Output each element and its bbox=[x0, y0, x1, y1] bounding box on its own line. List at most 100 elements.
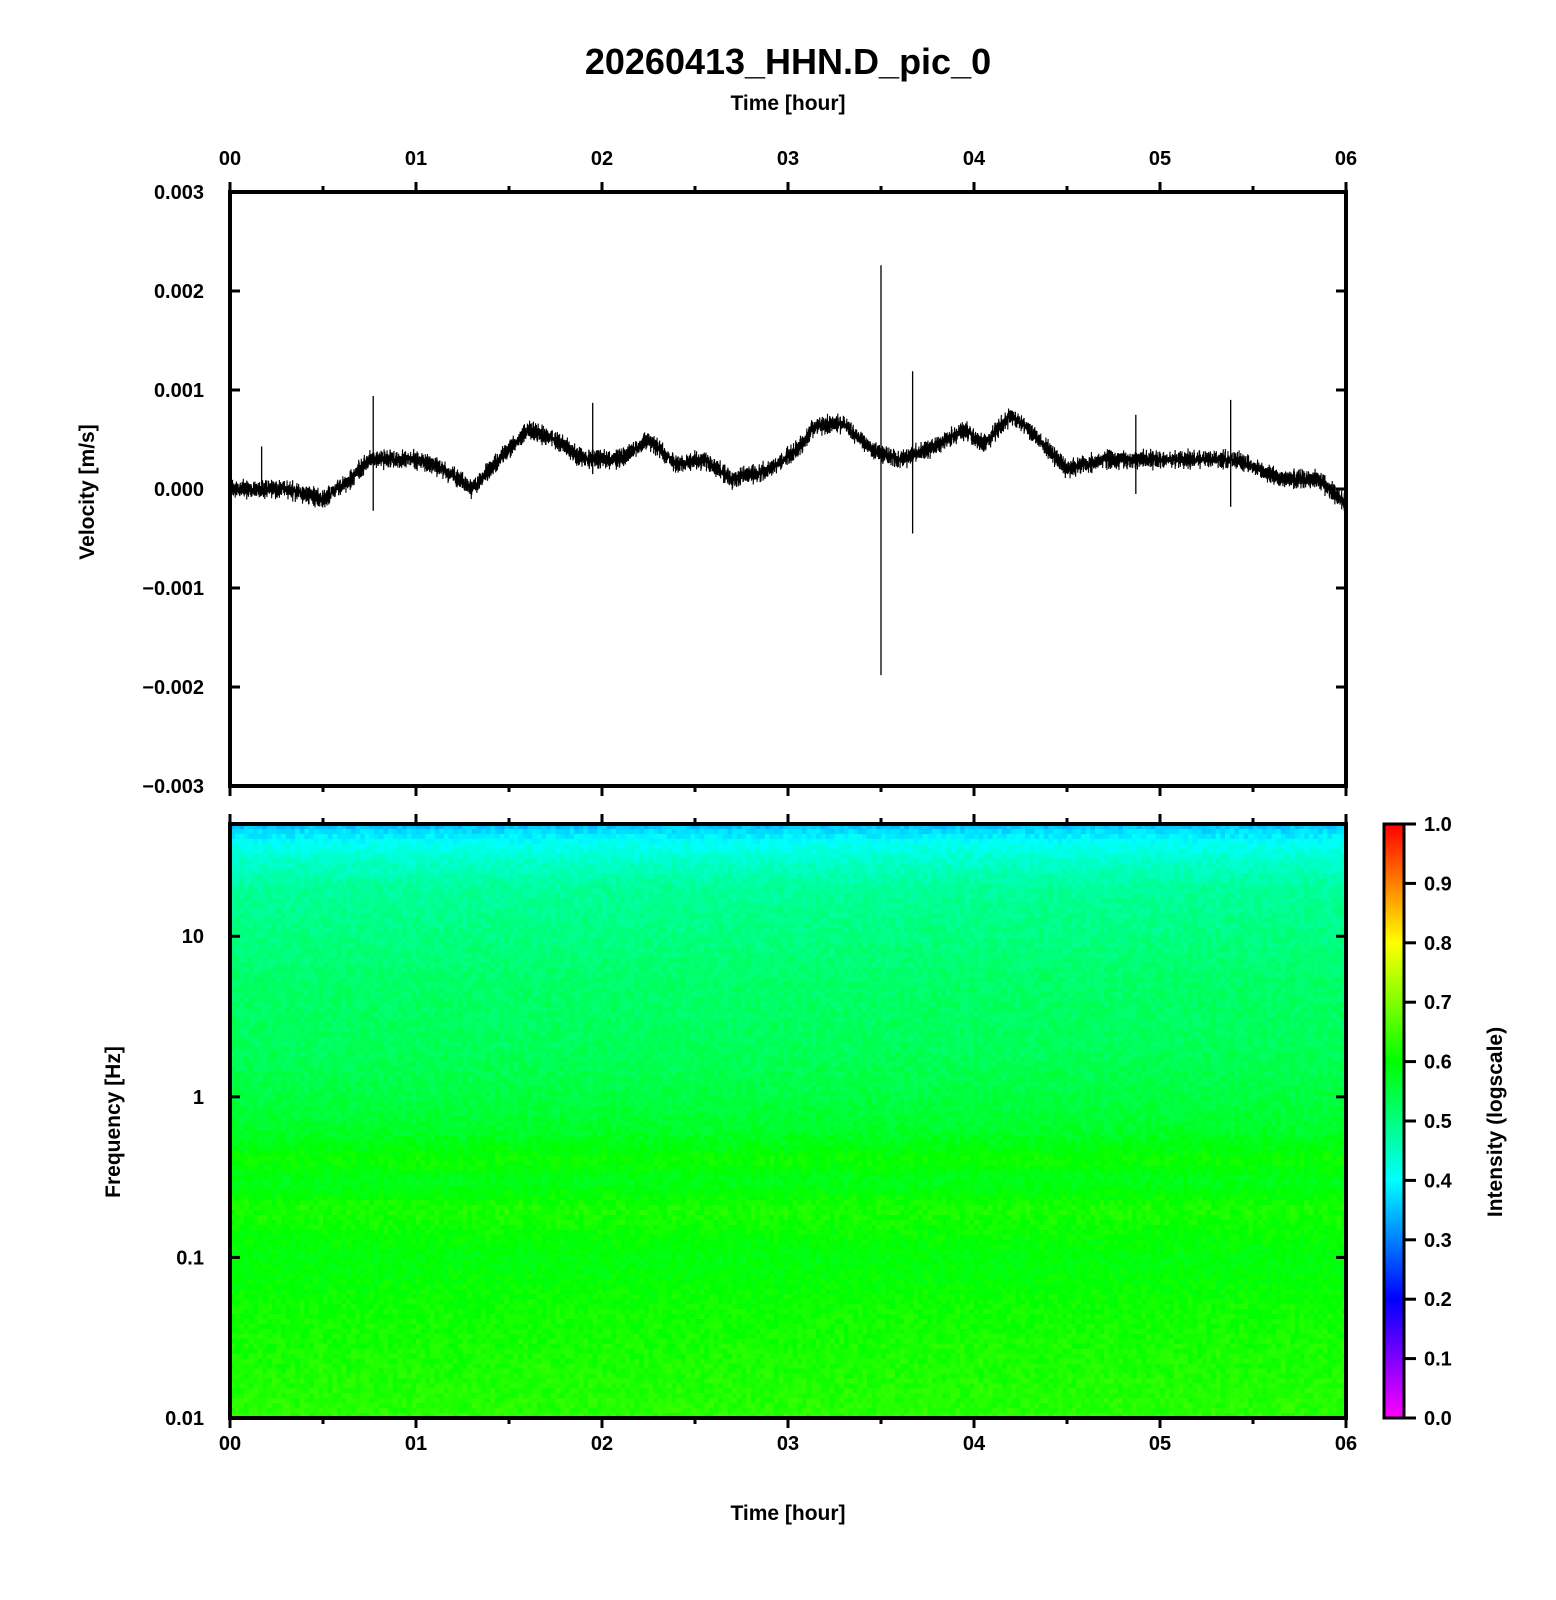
spectrogram-cell bbox=[830, 888, 835, 894]
spectrogram-cell bbox=[1281, 913, 1286, 919]
spectrogram-cell bbox=[295, 878, 300, 884]
spectrogram-cell bbox=[244, 844, 249, 850]
spectrogram-cell bbox=[686, 844, 691, 850]
spectrogram-cell bbox=[1230, 854, 1235, 860]
spectrogram-cell bbox=[537, 908, 542, 914]
spectrogram-cell bbox=[1220, 888, 1225, 894]
spectrogram-cell bbox=[263, 854, 268, 860]
spectrogram-cell bbox=[597, 878, 602, 884]
spectrogram-cell bbox=[393, 918, 398, 924]
spectrogram-cell bbox=[356, 898, 361, 904]
spectrogram-cell bbox=[807, 898, 812, 904]
spectrogram-cell bbox=[728, 893, 733, 899]
spectrogram-cell bbox=[435, 888, 440, 894]
spectrogram-cell bbox=[1016, 918, 1021, 924]
spectrogram-cell bbox=[709, 908, 714, 914]
spectrogram-cell bbox=[1044, 883, 1049, 889]
spectrogram-cell bbox=[490, 874, 495, 880]
spectrogram-cell bbox=[881, 864, 886, 870]
spectrogram-cell bbox=[593, 878, 598, 884]
spectrogram-cell bbox=[579, 849, 584, 855]
spectrogram-cell bbox=[979, 878, 984, 884]
spectrogram-cell bbox=[481, 893, 486, 899]
spectrogram-cell bbox=[1300, 844, 1305, 850]
spectrogram-cell bbox=[1262, 913, 1267, 919]
spectrogram-cell bbox=[583, 888, 588, 894]
spectrogram-cell bbox=[960, 883, 965, 889]
spectrogram-cell bbox=[388, 859, 393, 865]
spectrogram-cell bbox=[635, 883, 640, 889]
spectrogram-cell bbox=[1016, 888, 1021, 894]
spectrogram-cell bbox=[718, 888, 723, 894]
spectrogram-cell bbox=[1053, 859, 1058, 865]
spectrogram-cell bbox=[997, 918, 1002, 924]
spectrogram-cell bbox=[463, 878, 468, 884]
spectrogram-cell bbox=[765, 898, 770, 904]
spectrogram-cell bbox=[914, 883, 919, 889]
spectrogram-cell bbox=[914, 874, 919, 880]
spectrogram-cell bbox=[1044, 844, 1049, 850]
spectrogram-cell bbox=[277, 864, 282, 870]
spectrogram-cell bbox=[1081, 888, 1086, 894]
spectrogram-cell bbox=[486, 923, 491, 929]
spectrogram-cell bbox=[476, 918, 481, 924]
spectrogram-cell bbox=[769, 883, 774, 889]
spectrogram-cell bbox=[332, 898, 337, 904]
spectrogram-cell bbox=[1183, 908, 1188, 914]
spectrogram-cell bbox=[946, 878, 951, 884]
spectrogram-cell bbox=[1118, 878, 1123, 884]
spectrogram-cell bbox=[988, 874, 993, 880]
spectrogram-cell bbox=[244, 878, 249, 884]
spectrogram-cell bbox=[1211, 898, 1216, 904]
spectrogram-cell bbox=[960, 918, 965, 924]
spectrogram-cell bbox=[714, 918, 719, 924]
spectrogram-cell bbox=[1262, 883, 1267, 889]
spectrogram-cell bbox=[914, 898, 919, 904]
spectrogram-cell bbox=[1058, 893, 1063, 899]
spectrogram-cell bbox=[974, 869, 979, 875]
spectrogram-cell bbox=[644, 893, 649, 899]
spectrogram-cell bbox=[1048, 918, 1053, 924]
spectrogram-cell bbox=[328, 869, 333, 875]
spectrogram-cell bbox=[811, 918, 816, 924]
spectrogram-cell bbox=[676, 883, 681, 889]
spectrogram-cell bbox=[695, 923, 700, 929]
spectrogram-cell bbox=[1062, 908, 1067, 914]
spectrogram-cell bbox=[728, 898, 733, 904]
spectrogram-cell bbox=[346, 859, 351, 865]
spectrogram-cell bbox=[1304, 869, 1309, 875]
spectrogram-cell bbox=[853, 903, 858, 909]
spectrogram-cell bbox=[941, 864, 946, 870]
spectrogram-cell bbox=[1002, 883, 1007, 889]
spectrogram-cell bbox=[588, 829, 593, 835]
spectrogram-cell bbox=[1169, 849, 1174, 855]
spectrogram-cell bbox=[551, 834, 556, 840]
spectrogram-cell bbox=[1262, 893, 1267, 899]
spectrogram-cell bbox=[793, 854, 798, 860]
spectrogram-cell bbox=[416, 869, 421, 875]
spectrogram-cell bbox=[1053, 864, 1058, 870]
spectrogram-cell bbox=[704, 878, 709, 884]
spectrogram-cell bbox=[467, 874, 472, 880]
spectrogram-cell bbox=[574, 854, 579, 860]
spectrogram-cell bbox=[635, 898, 640, 904]
spectrogram-cell bbox=[825, 834, 830, 840]
spectrogram-cell bbox=[467, 834, 472, 840]
spectrogram-cell bbox=[569, 859, 574, 865]
spectrogram-cell bbox=[523, 893, 528, 899]
spectrogram-cell bbox=[779, 908, 784, 914]
spectrogram-cell bbox=[542, 839, 547, 845]
spectrogram-cell bbox=[839, 903, 844, 909]
spectrogram-cell bbox=[1030, 874, 1035, 880]
spectrogram-cell bbox=[844, 923, 849, 929]
spectrogram-cell bbox=[476, 834, 481, 840]
spectrogram-cell bbox=[1137, 834, 1142, 840]
spectrogram-cell bbox=[356, 869, 361, 875]
spectrogram-cell bbox=[1118, 834, 1123, 840]
spectrogram-cell bbox=[532, 829, 537, 835]
spectrogram-cell bbox=[500, 839, 505, 845]
spectrogram-cell bbox=[755, 898, 760, 904]
spectrogram-cell bbox=[402, 888, 407, 894]
spectrogram-cell bbox=[783, 878, 788, 884]
spectrogram-cell bbox=[532, 898, 537, 904]
